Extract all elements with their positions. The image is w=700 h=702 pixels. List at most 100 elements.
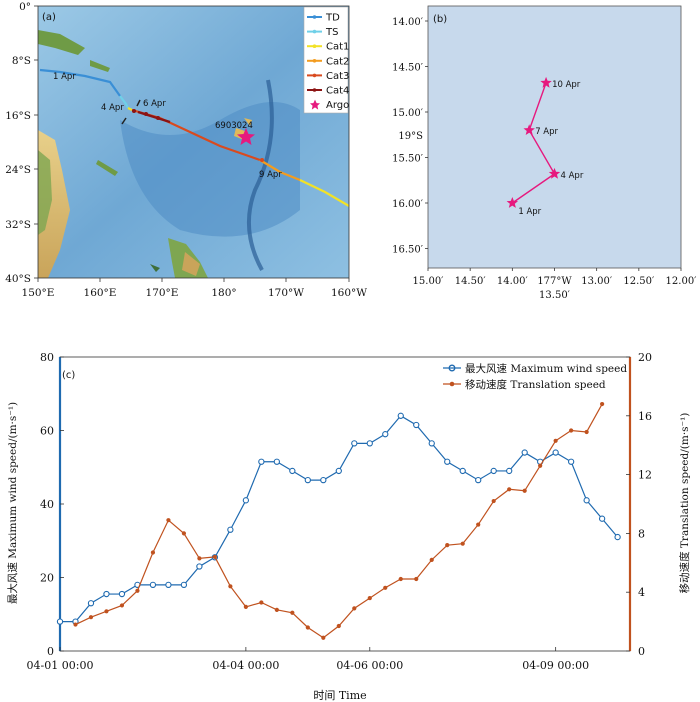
translation-point	[429, 557, 434, 562]
panel-b-x-label: 13.00′	[581, 276, 613, 287]
legend-argo-star	[310, 99, 320, 110]
map-legend: TD TS Cat1 Cat2 Cat3 Cat4 Argo	[303, 6, 349, 114]
translation-point	[212, 554, 217, 560]
wind-point	[444, 458, 451, 465]
panel-b-label: (b)	[433, 14, 447, 25]
panel-b-x-label: 15.00′	[413, 276, 445, 287]
wind-point	[304, 476, 311, 484]
argo-point-star	[506, 197, 519, 208]
chart-plot-frame	[59, 356, 631, 652]
right-y-tick-label: 4	[638, 586, 645, 599]
x-tick-label: 04-04 00:00	[212, 659, 279, 672]
track-dot	[132, 109, 136, 113]
map-trench	[246, 79, 274, 271]
translation-point	[367, 595, 372, 601]
map-land-png	[38, 30, 85, 55]
map-lat-label: 24°S	[5, 164, 31, 176]
series-line-wind	[60, 415, 619, 623]
translation-point	[522, 488, 527, 493]
panel-b: (b) 15.00′ 14.50′ 14.00′ 13.50′ 13.00′ 12.50′…	[392, 5, 698, 301]
wind-point	[506, 467, 513, 475]
wind-point	[428, 440, 435, 447]
map-land-solomons	[90, 60, 110, 72]
track-cat2	[259, 159, 301, 182]
panel-b-background	[428, 6, 681, 268]
map-land-small	[150, 264, 160, 272]
translation-point	[352, 606, 357, 611]
wind-point	[614, 533, 621, 541]
argo-id-label: 6903024	[215, 121, 253, 131]
wind-point	[397, 412, 404, 419]
right-y-tick-label: 8	[638, 527, 645, 540]
wind-point	[242, 497, 250, 504]
legend-label: TS	[325, 27, 338, 38]
translation-point	[243, 604, 248, 610]
wind-point	[258, 458, 265, 465]
panel-b-x-label: 12.50′	[623, 276, 655, 287]
wind-point	[459, 467, 466, 475]
track-tick	[121, 117, 127, 125]
translation-point	[73, 622, 78, 627]
panel-b-y-unit: 19°S	[398, 131, 423, 142]
track-dot	[156, 116, 160, 120]
legend-swatch-dot	[312, 15, 317, 19]
map-land-newcaledonia	[96, 160, 118, 176]
track-ts	[119, 95, 129, 109]
translation-point	[336, 623, 341, 629]
translation-point	[274, 607, 279, 612]
translation-point	[476, 522, 481, 527]
chart-legend: 最大风速 Maximum wind speed 移动速度 Translation…	[443, 362, 627, 391]
legend-swatch-dot	[312, 88, 317, 92]
track-label-4apr: 4 Apr	[101, 103, 124, 113]
translation-point	[88, 615, 94, 620]
legend-label: Argo	[326, 100, 349, 111]
argo-point-star	[540, 76, 552, 88]
track-dot	[144, 112, 148, 116]
x-tick-label: 04-01 00:00	[27, 659, 94, 672]
legend-label-translation: 移动速度 Translation speed	[465, 378, 606, 391]
translation-point	[259, 600, 264, 605]
map-lon-label: 160°E	[84, 287, 117, 299]
map-frame	[37, 5, 350, 279]
translation-point	[290, 610, 295, 615]
wind-point	[165, 581, 172, 588]
right-y-tick-label: 20	[638, 351, 652, 364]
x-axis-title: 时间 Time	[313, 689, 366, 702]
legend-label-wind: 最大风速 Maximum wind speed	[465, 362, 627, 375]
legend-label: Cat4	[326, 86, 349, 97]
legend-label: Cat2	[326, 56, 349, 67]
wind-point	[103, 590, 110, 598]
argo-point-star	[523, 124, 535, 136]
left-y-tick-label: 20	[40, 572, 54, 585]
track-tick	[136, 99, 141, 107]
argo-point-label: 7 Apr	[535, 127, 558, 137]
map-lon-label: 180°	[211, 287, 236, 299]
argo-point-label: 10 Apr	[552, 80, 581, 90]
map-lon-label: 150°E	[22, 287, 55, 299]
wind-point	[366, 440, 373, 447]
panel-b-x-label: 12.00′	[666, 276, 698, 287]
wind-point	[475, 476, 482, 484]
wind-point	[273, 458, 280, 465]
translation-point	[181, 531, 187, 536]
track-cat1-tail	[299, 179, 350, 207]
map-lat-label: 0°	[19, 1, 31, 13]
panel-b-y-label: 16.00′	[392, 199, 424, 210]
translation-point	[414, 576, 419, 582]
x-tick-label: 04-06 00:00	[336, 659, 403, 672]
track-cat4	[137, 110, 171, 124]
wind-point	[583, 497, 590, 504]
translation-point	[569, 428, 574, 433]
map-lon-label: 160°W	[331, 287, 367, 299]
map-lat-label: 40°S	[5, 273, 31, 285]
map-land-fiji2	[244, 118, 252, 126]
right-y-tick-label: 12	[638, 469, 652, 482]
map-deep-water	[120, 102, 300, 237]
translation-point	[321, 635, 326, 640]
translation-point	[398, 576, 403, 582]
translation-point	[538, 463, 543, 468]
translation-point	[553, 438, 558, 443]
translation-point	[445, 543, 450, 548]
x-tick-label: 04-09 00:00	[522, 659, 589, 672]
